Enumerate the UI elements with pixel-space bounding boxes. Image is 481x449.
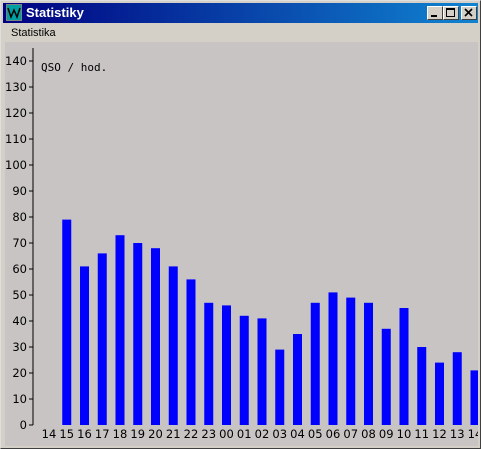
y-tick-label: 70 (12, 236, 27, 250)
x-tick-label: 15 (59, 427, 74, 441)
x-tick-label: 09 (379, 427, 394, 441)
x-tick-label: 11 (414, 427, 429, 441)
x-tick-label: 03 (272, 427, 287, 441)
maximize-button[interactable] (443, 6, 459, 20)
bars (62, 219, 478, 425)
x-tick-label: 06 (326, 427, 341, 441)
chart-area: 0 10 20 30 40 50 60 70 80 90 100 110 120 130 140 14 15 1… (5, 42, 478, 446)
y-tick-label: 120 (5, 106, 27, 120)
y-tick-label: 100 (5, 158, 27, 172)
x-tick-label: 22 (184, 427, 199, 441)
bar (239, 315, 249, 425)
chart-title: QSO / hod. (41, 61, 107, 74)
x-tick-label: 17 (95, 427, 110, 441)
x-tick-label: 10 (397, 427, 412, 441)
menu-statistika[interactable]: Statistika (11, 27, 56, 39)
y-tick-label: 80 (12, 210, 27, 224)
bar (115, 235, 125, 425)
bar (186, 279, 196, 425)
bar (133, 243, 143, 425)
y-tick-label: 140 (5, 54, 27, 68)
maximize-icon (446, 8, 455, 17)
y-tick-label: 0 (20, 418, 27, 432)
y-tick-label: 20 (12, 366, 27, 380)
window-title: Statistiky (26, 5, 84, 20)
x-tick-label: 00 (219, 427, 234, 441)
x-ticks: 14 15 16 17 18 19 20 21 22 23 00 01 02 03 04 05 06 07 08 09… (42, 427, 478, 441)
y-tick-label: 60 (12, 262, 27, 276)
x-tick-label: 16 (77, 427, 92, 441)
x-tick-label: 23 (201, 427, 216, 441)
x-tick-label: 12 (432, 427, 447, 441)
x-tick-label: 08 (361, 427, 376, 441)
x-tick-label: 20 (148, 427, 163, 441)
minimize-button[interactable] (427, 6, 443, 20)
bar (328, 292, 338, 425)
bar (452, 352, 462, 425)
x-tick-label: 13 (450, 427, 465, 441)
x-tick-label: 02 (255, 427, 270, 441)
bar (346, 297, 356, 425)
x-tick-label: 14 (42, 427, 57, 441)
bar (204, 302, 214, 425)
bar (364, 302, 373, 425)
bar (310, 302, 320, 425)
y-tick-label: 10 (12, 392, 27, 406)
x-tick-label: 21 (166, 427, 181, 441)
menu-bar: Statistika (3, 24, 478, 42)
y-tick-label: 40 (12, 314, 27, 328)
bar (470, 370, 478, 425)
x-tick-label: 04 (290, 427, 305, 441)
bar (435, 362, 444, 425)
bar (257, 318, 267, 425)
y-tick-label: 130 (5, 80, 27, 94)
minimize-icon (431, 15, 437, 17)
x-tick-label: 18 (113, 427, 128, 441)
x-tick-label: 01 (237, 427, 252, 441)
bar (168, 266, 178, 425)
title-bar[interactable]: Statistiky (3, 3, 478, 23)
close-icon (464, 8, 473, 17)
x-tick-label: 05 (308, 427, 323, 441)
y-ticks: 0 10 20 30 40 50 60 70 80 90 100 110 120 130 140 (5, 54, 33, 432)
bar (222, 305, 231, 425)
close-button[interactable] (461, 6, 477, 20)
x-tick-label: 14 (468, 427, 478, 441)
y-tick-label: 50 (12, 288, 27, 302)
bar (417, 347, 427, 425)
x-tick-label: 07 (343, 427, 358, 441)
x-tick-label: 19 (130, 427, 145, 441)
bar (62, 219, 72, 425)
bar (399, 308, 409, 425)
y-tick-label: 90 (12, 184, 27, 198)
bar (293, 334, 302, 425)
y-tick-label: 30 (12, 340, 27, 354)
bar (80, 266, 89, 425)
app-icon[interactable] (6, 4, 22, 21)
y-tick-label: 110 (5, 132, 27, 146)
bar (275, 349, 285, 425)
bar (381, 328, 391, 425)
bar (97, 253, 107, 425)
bar (151, 248, 160, 425)
